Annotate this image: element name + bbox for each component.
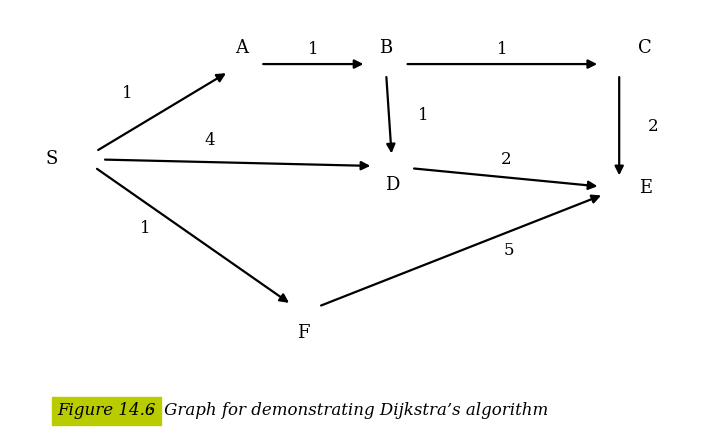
Text: Figure 14.6: Figure 14.6 — [57, 402, 156, 419]
Text: C: C — [639, 39, 652, 57]
Text: 1: 1 — [122, 85, 133, 102]
Text: D: D — [385, 176, 400, 194]
Text: 4: 4 — [205, 132, 216, 149]
Text: 1: 1 — [140, 220, 150, 237]
Text: A: A — [235, 39, 248, 57]
Text: 1: 1 — [418, 107, 429, 124]
Text: 2: 2 — [648, 118, 659, 135]
Text: 1: 1 — [308, 41, 319, 58]
Text: B: B — [379, 39, 392, 57]
Text: 2: 2 — [500, 150, 511, 168]
Text: E: E — [639, 179, 652, 197]
Text: F: F — [296, 324, 309, 342]
Text: 1: 1 — [497, 41, 508, 58]
Text: 5: 5 — [504, 242, 515, 259]
Text: :  Graph for demonstrating Dijkstra’s algorithm: : Graph for demonstrating Dijkstra’s alg… — [148, 402, 548, 419]
Text: S: S — [46, 150, 58, 168]
